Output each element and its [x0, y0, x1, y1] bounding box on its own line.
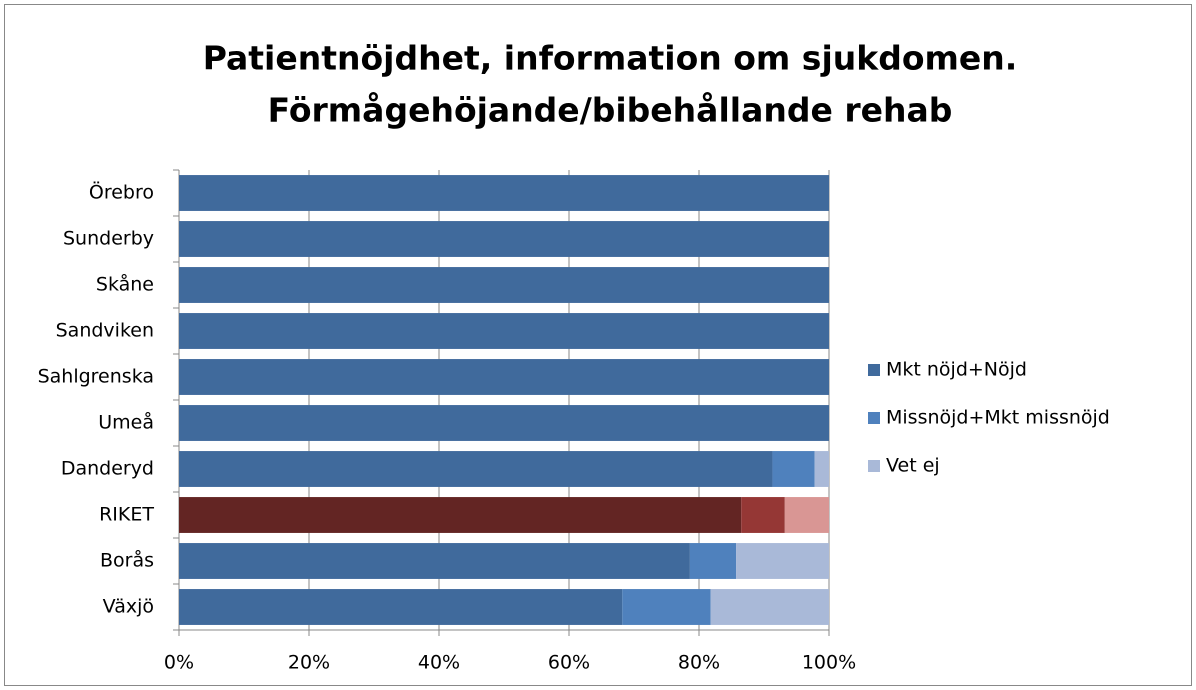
bar-segment: [179, 589, 623, 625]
legend-label: Vet ej: [886, 455, 940, 477]
bar-segment: [179, 267, 829, 303]
bar-segment: [179, 405, 829, 441]
y-tick-label: RIKET: [99, 504, 154, 526]
y-tick-label: Örebro: [89, 181, 154, 204]
legend-label: Mkt nöjd+Nöjd: [886, 359, 1027, 381]
bar-segment: [689, 543, 737, 579]
bar-segment: [179, 543, 690, 579]
legend-swatch: [868, 412, 880, 424]
bar-segment: [814, 451, 829, 487]
bar-segment: [179, 451, 773, 487]
bar-segment: [179, 313, 829, 349]
y-tick-label: Växjö: [103, 596, 154, 618]
bar-segment: [179, 221, 829, 257]
bar-segment: [741, 497, 785, 533]
bar-segment: [736, 543, 829, 579]
x-tick-label: 100%: [802, 652, 856, 674]
bar-segment: [784, 497, 829, 533]
bar-segment: [622, 589, 711, 625]
bar-segment: [710, 589, 829, 625]
legend-label: Missnöjd+Mkt missnöjd: [886, 407, 1110, 429]
chart-title: Förmågehöjande/bibehållande rehab: [268, 91, 953, 130]
y-tick-label: Borås: [100, 549, 154, 572]
bar-segment: [179, 497, 742, 533]
y-tick-label: Danderyd: [61, 458, 154, 480]
y-tick-label: Umeå: [98, 411, 154, 434]
bar-segment: [179, 175, 829, 211]
x-tick-label: 20%: [288, 652, 330, 674]
y-tick-label: Sahlgrenska: [38, 366, 154, 388]
legend-swatch: [868, 460, 880, 472]
x-tick-label: 60%: [548, 652, 590, 674]
bar-segment: [179, 359, 829, 395]
x-tick-label: 0%: [164, 652, 194, 674]
chart-title: Patientnöjdhet, information om sjukdomen…: [203, 39, 1018, 78]
y-tick-label: Sunderby: [63, 228, 154, 250]
y-tick-label: Skåne: [96, 273, 154, 296]
bar-segment: [772, 451, 815, 487]
y-tick-label: Sandviken: [56, 320, 154, 342]
legend-swatch: [868, 364, 880, 376]
x-tick-label: 40%: [418, 652, 460, 674]
x-tick-label: 80%: [678, 652, 720, 674]
